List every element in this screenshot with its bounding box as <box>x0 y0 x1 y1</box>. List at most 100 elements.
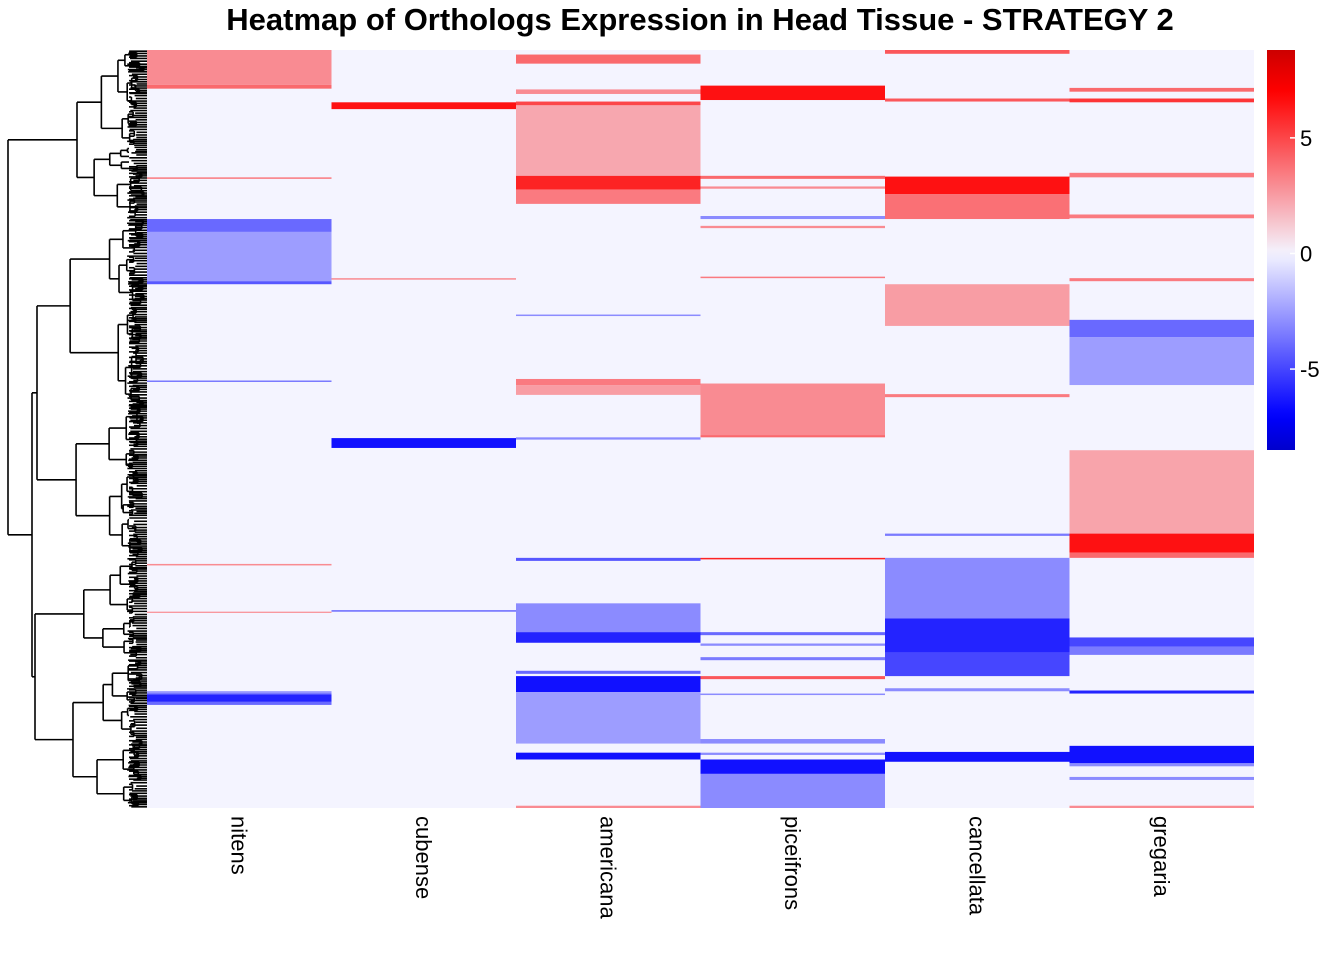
heatmap-band-piceifrons-12 <box>700 676 885 680</box>
heatmap-band-piceifrons-15 <box>700 752 885 755</box>
heatmap-band-gregaria-5 <box>1069 319 1254 338</box>
heatmap-band-americana-8 <box>516 385 701 395</box>
heatmap-band-gregaria-6 <box>1069 337 1254 386</box>
heatmap-band-gregaria-0 <box>1069 87 1254 92</box>
heatmap-cells <box>147 50 1254 808</box>
heatmap-band-cubense-0 <box>331 102 516 110</box>
heatmap-band-nitens-0 <box>147 50 332 85</box>
heatmap-band-nitens-10 <box>147 691 332 693</box>
heatmap-band-piceifrons-5 <box>700 276 885 279</box>
heatmap-band-piceifrons-14 <box>700 739 885 744</box>
heatmap-band-cancellata-2 <box>885 176 1070 195</box>
column-label-piceifrons: piceifrons <box>780 816 805 910</box>
heatmap-band-cancellata-9 <box>885 652 1070 677</box>
heatmap-band-cubense-2 <box>331 438 516 448</box>
heatmap-band-cubense-1 <box>331 278 516 280</box>
heatmap-band-americana-11 <box>516 603 701 633</box>
column-label-americana: americana <box>595 816 620 919</box>
heatmap-band-americana-7 <box>516 378 701 386</box>
heatmap-band-americana-16 <box>516 752 701 760</box>
heatmap-band-gregaria-16 <box>1069 805 1254 808</box>
column-background-nitens <box>147 50 332 808</box>
heatmap-band-nitens-4 <box>147 231 332 282</box>
heatmap-band-nitens-5 <box>147 281 332 285</box>
heatmap-band-cancellata-10 <box>885 688 1070 692</box>
column-label-cancellata: cancellata <box>964 816 989 916</box>
legend-tick-label: -5 <box>1300 357 1320 382</box>
heatmap-band-nitens-12 <box>147 701 332 705</box>
column-background-cancellata <box>885 50 1070 808</box>
column-background-gregaria <box>1069 50 1254 808</box>
heatmap-band-cancellata-6 <box>885 533 1070 536</box>
heatmap-band-americana-0 <box>516 54 701 64</box>
heatmap-band-americana-1 <box>516 89 701 94</box>
heatmap-band-gregaria-8 <box>1069 533 1254 553</box>
heatmap-band-gregaria-9 <box>1069 552 1254 558</box>
heatmap-band-piceifrons-10 <box>700 643 885 646</box>
heatmap-band-americana-15 <box>516 692 701 744</box>
column-labels: nitens cubense americana piceifrons cancella… <box>226 816 1174 919</box>
heatmap-band-gregaria-15 <box>1069 776 1254 780</box>
heatmap-band-gregaria-12 <box>1069 690 1254 694</box>
heatmap-band-americana-13 <box>516 670 701 674</box>
heatmap-band-americana-5 <box>516 189 701 204</box>
heatmap-band-nitens-6 <box>147 380 332 383</box>
heatmap-band-americana-14 <box>516 676 701 693</box>
heatmap-band-cancellata-5 <box>885 394 1070 398</box>
heatmap-band-gregaria-2 <box>1069 172 1254 178</box>
heatmap-band-piceifrons-2 <box>700 186 885 189</box>
heatmap-band-piceifrons-6 <box>700 383 885 436</box>
heatmap-band-piceifrons-8 <box>700 557 885 560</box>
color-legend-bar <box>1267 50 1295 450</box>
heatmap-band-piceifrons-9 <box>700 632 885 636</box>
heatmap-band-cancellata-3 <box>885 194 1070 220</box>
heatmap-band-nitens-1 <box>147 84 332 89</box>
heatmap-band-cubense-3 <box>331 610 516 612</box>
chart-title: Heatmap of Orthologs Expression in Head … <box>226 2 1174 37</box>
heatmap-band-nitens-8 <box>147 611 332 613</box>
heatmap-band-piceifrons-16 <box>700 759 885 774</box>
heatmap-band-cancellata-7 <box>885 557 1070 619</box>
heatmap-band-gregaria-4 <box>1069 278 1254 282</box>
heatmap-band-piceifrons-3 <box>700 216 885 220</box>
heatmap-band-piceifrons-7 <box>700 435 885 438</box>
heatmap-band-nitens-3 <box>147 219 332 232</box>
heatmap-band-nitens-11 <box>147 694 332 702</box>
heatmap-band-piceifrons-13 <box>700 693 885 696</box>
heatmap-band-americana-3 <box>516 105 701 176</box>
column-label-cubense: cubense <box>411 816 436 899</box>
heatmap-band-americana-9 <box>516 437 701 440</box>
heatmap-band-piceifrons-17 <box>700 773 885 808</box>
heatmap-band-gregaria-13 <box>1069 745 1254 764</box>
column-label-nitens: nitens <box>226 816 251 875</box>
heatmap-band-piceifrons-4 <box>700 225 885 229</box>
heatmap-band-gregaria-3 <box>1069 214 1254 219</box>
heatmap-band-americana-12 <box>516 632 701 643</box>
column-background-cubense <box>331 50 516 808</box>
heatmap-band-cancellata-1 <box>885 98 1070 102</box>
heatmap-band-nitens-2 <box>147 177 332 179</box>
legend-tick-label: 0 <box>1300 241 1312 266</box>
heatmap-band-piceifrons-1 <box>700 175 885 179</box>
legend-tick-label: 5 <box>1300 126 1312 151</box>
heatmap-band-americana-6 <box>516 314 701 317</box>
heatmap-band-americana-17 <box>516 805 701 808</box>
heatmap-band-cancellata-11 <box>885 751 1070 762</box>
color-legend: 5 0 -5 <box>1267 50 1320 450</box>
row-dendrogram <box>7 50 147 808</box>
heatmap-band-americana-2 <box>516 101 701 106</box>
heatmap-band-gregaria-10 <box>1069 637 1254 647</box>
heatmap-band-nitens-7 <box>147 563 332 566</box>
heatmap-band-cancellata-0 <box>885 50 1070 54</box>
heatmap-band-gregaria-14 <box>1069 763 1254 767</box>
heatmap-band-gregaria-11 <box>1069 646 1254 655</box>
heatmap-band-americana-4 <box>516 175 701 190</box>
heatmap-band-gregaria-1 <box>1069 98 1254 103</box>
heatmap-band-gregaria-7 <box>1069 450 1254 534</box>
heatmap-band-piceifrons-11 <box>700 657 885 661</box>
heatmap-band-piceifrons-0 <box>700 85 885 101</box>
heatmap-band-americana-10 <box>516 557 701 561</box>
heatmap-band-cancellata-8 <box>885 618 1070 653</box>
column-label-gregaria: gregaria <box>1149 816 1174 897</box>
